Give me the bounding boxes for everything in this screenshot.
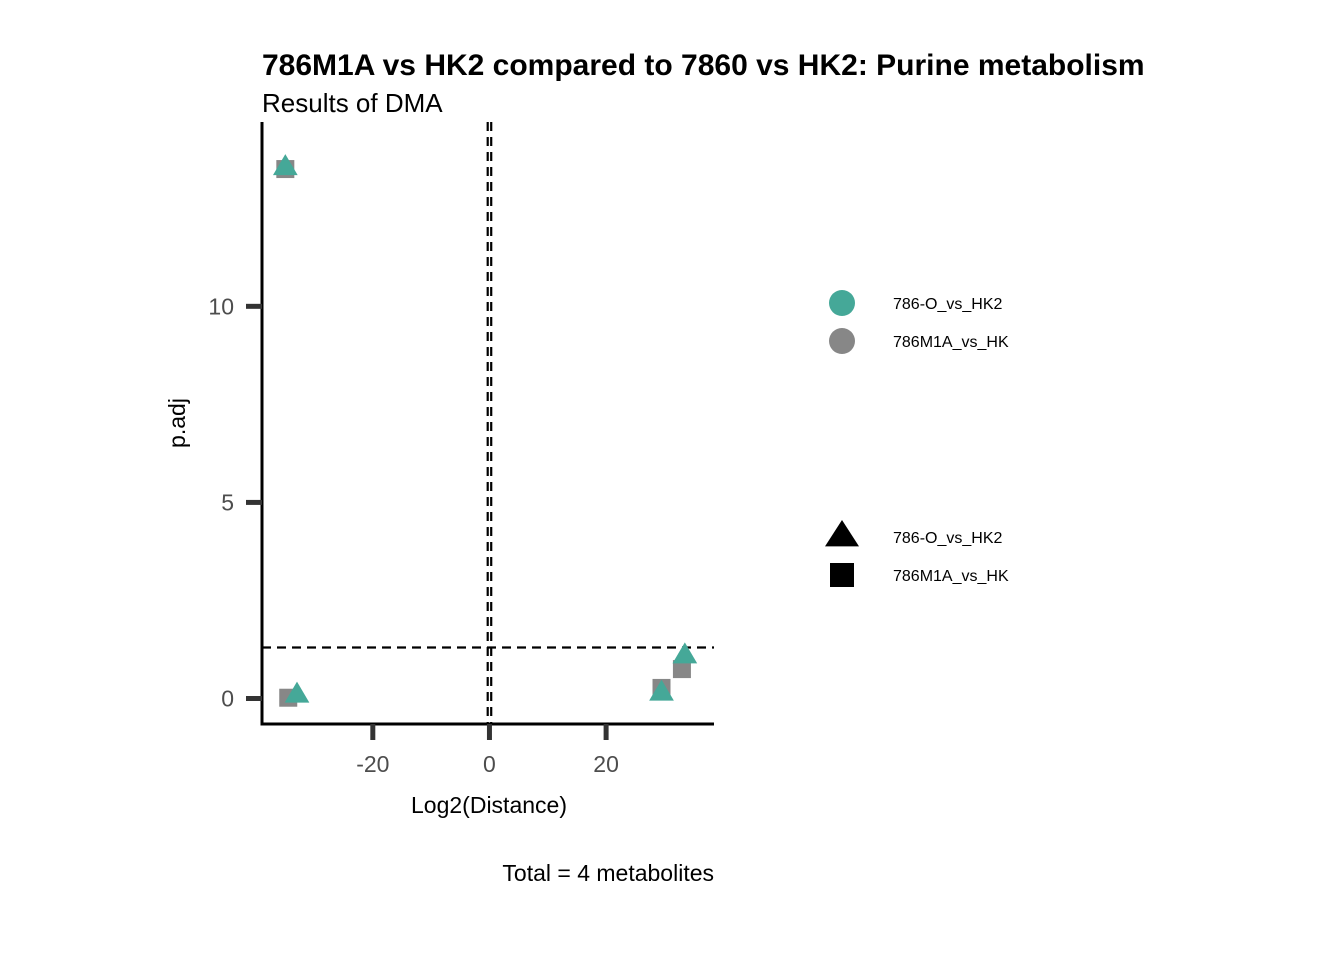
axes: -20 0 20 0 5 10 xyxy=(208,122,714,777)
x-tick-label: -20 xyxy=(356,751,389,777)
y-tick-label: 5 xyxy=(221,489,234,515)
legend-color-key xyxy=(829,328,855,354)
chart-subtitle: Results of DMA xyxy=(262,88,443,118)
legend-color-label: 786M1A_vs_HK xyxy=(893,334,1009,351)
y-tick-label: 10 xyxy=(208,293,234,319)
legend-square-key xyxy=(830,563,854,587)
legend: 786-O_vs_HK2 786M1A_vs_HK 786-O_vs_HK2 786M… xyxy=(825,290,1009,587)
legend-color-label: 786-O_vs_HK2 xyxy=(893,296,1002,313)
y-tick-label: 0 xyxy=(221,686,234,712)
data-point-triangle-4 xyxy=(672,642,698,664)
y-axis-title: p.adj xyxy=(164,398,190,448)
x-tick-label: 0 xyxy=(483,751,496,777)
data-point-square-4 xyxy=(672,660,691,679)
x-axis-title: Log2(Distance) xyxy=(411,792,567,818)
data-point-triangle-3 xyxy=(649,679,674,701)
data-point-triangle-2 xyxy=(284,681,310,703)
chart-title: 786M1A vs HK2 compared to 7860 vs HK2: P… xyxy=(262,49,1145,82)
chart-caption: Total = 4 metabolites xyxy=(502,860,714,886)
data-point-triangle-1 xyxy=(272,154,298,176)
data-points xyxy=(272,154,698,707)
legend-triangle-key xyxy=(825,520,859,547)
legend-color-key xyxy=(829,290,855,316)
reference-lines xyxy=(262,122,714,724)
x-tick-label: 20 xyxy=(593,751,619,777)
legend-shape-label: 786-O_vs_HK2 xyxy=(893,530,1002,547)
legend-shape-label: 786M1A_vs_HK xyxy=(893,568,1009,585)
